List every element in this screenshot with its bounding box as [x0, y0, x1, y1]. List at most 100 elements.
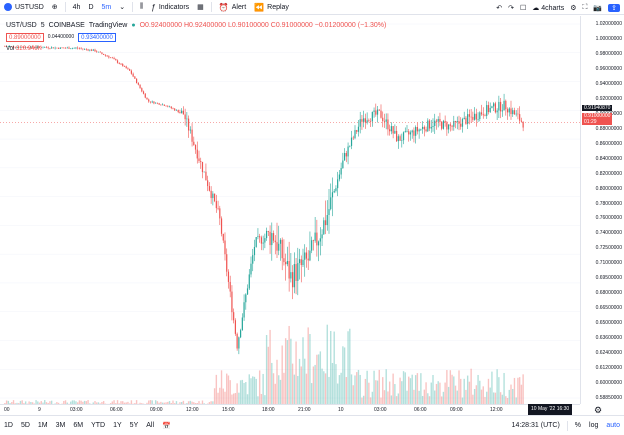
volume-bar — [255, 378, 257, 404]
clock[interactable]: 14:28:31 (UTC) — [511, 422, 560, 429]
range-button-1m[interactable]: 1M — [37, 422, 48, 429]
chart-settings-icon[interactable]: ⚙ — [594, 405, 603, 415]
compare-button[interactable]: ⊕ — [48, 0, 62, 15]
volume-bar — [115, 403, 117, 404]
candle-body — [26, 46, 29, 48]
layout-name[interactable]: ☁ 4charts — [532, 4, 564, 12]
volume-bar — [49, 401, 51, 404]
log-toggle[interactable]: log — [589, 422, 599, 429]
candle-body — [383, 121, 386, 122]
candle-body — [89, 49, 91, 51]
candle-body — [522, 121, 524, 128]
candle-body — [382, 117, 384, 122]
time-axis[interactable]: 00 9 03:00 06:00 09:00 12:00 15:00 18:00 21:00 10… — [0, 404, 580, 415]
candle-body — [451, 125, 453, 127]
candle-body — [517, 113, 519, 115]
candle-body — [21, 46, 23, 48]
volume-bar — [158, 402, 160, 404]
buy-price-button[interactable]: 0.93400000 — [78, 32, 116, 42]
candle-body — [357, 126, 360, 132]
range-button-all[interactable]: All — [146, 422, 155, 429]
volume-bar — [373, 370, 375, 404]
range-button-5y[interactable]: 5Y — [129, 422, 139, 429]
price-tick-label: 0.92000000 — [595, 95, 622, 102]
sell-price-button[interactable]: 0.89000000 — [6, 32, 44, 42]
candle-body — [288, 260, 290, 279]
volume-bar — [369, 397, 372, 404]
chart-type-button[interactable]: ⫼ — [136, 0, 147, 15]
volume-bar — [75, 401, 77, 404]
goto-date-icon[interactable]: 📅 — [162, 422, 171, 430]
alert-button[interactable]: ⏰ Alert — [215, 0, 250, 15]
range-button-3m[interactable]: 3M — [55, 422, 66, 429]
candle-body — [499, 101, 502, 112]
candle-body — [260, 237, 263, 244]
volume-bar — [335, 364, 337, 404]
volume-bar — [125, 402, 127, 404]
candle-body — [312, 240, 315, 241]
price-axis[interactable]: 1.02000000 1.00000000 0.98000000 0.96000000… — [580, 16, 624, 404]
indicators-button[interactable]: ƒ Indicators — [147, 0, 193, 15]
volume-bar — [279, 379, 282, 404]
close-price-tag: 0.91000000 01:29 — [582, 113, 613, 125]
fullscreen-icon[interactable]: ⛶ — [582, 3, 588, 11]
volume-bar — [340, 372, 342, 404]
auto-toggle[interactable]: auto — [606, 422, 620, 429]
volume-bar — [89, 403, 91, 404]
volume-bar — [387, 391, 389, 404]
interval-dropdown[interactable]: ⌄ — [115, 0, 129, 15]
volume-bar — [361, 397, 363, 404]
interval-d[interactable]: D — [88, 3, 94, 11]
candle-body — [505, 100, 507, 110]
settings-icon[interactable]: ⚙ — [570, 4, 577, 12]
volume-bar — [122, 401, 124, 404]
volume-bar — [7, 400, 10, 404]
range-button-1y[interactable]: 1Y — [113, 422, 122, 429]
redo-icon[interactable]: ↷ — [508, 4, 515, 12]
candle-body — [54, 47, 56, 49]
replay-button[interactable]: ⏪ Replay — [250, 0, 293, 15]
volume-bar — [149, 400, 152, 404]
candle-body — [484, 115, 486, 116]
candle-body — [309, 250, 311, 261]
layout-icon[interactable]: ☐ — [520, 4, 527, 12]
candle-body — [265, 230, 268, 239]
range-button-1d[interactable]: 1D — [4, 422, 13, 429]
volume-bar — [16, 402, 18, 404]
volume-bar — [453, 376, 455, 404]
candle-body — [47, 47, 49, 49]
camera-icon[interactable]: 📷 — [593, 4, 603, 12]
candle-body — [38, 46, 41, 48]
volume-bar — [191, 401, 193, 404]
interval-4h[interactable]: 4h — [72, 3, 81, 11]
range-button-6m[interactable]: 6M — [73, 422, 84, 429]
candle-body — [416, 127, 419, 132]
volume-bar — [385, 369, 387, 404]
undo-icon[interactable]: ↶ — [496, 4, 503, 12]
volume-bar — [28, 401, 30, 404]
candle-body — [189, 129, 191, 131]
divider — [132, 2, 134, 12]
volume-bar — [80, 400, 82, 404]
candle-body — [361, 119, 363, 122]
candle-body — [326, 215, 328, 226]
templates-button[interactable]: ▦ — [193, 0, 208, 15]
chart-pane[interactable] — [0, 16, 580, 404]
candle-body — [160, 104, 162, 106]
candle-body — [269, 231, 271, 246]
candle-body — [368, 120, 370, 122]
volume-bar — [120, 401, 122, 404]
interval-5m[interactable]: 5m — [101, 3, 112, 11]
legend-pair: UST/USD — [6, 21, 37, 29]
price-chart[interactable] — [0, 16, 580, 404]
range-button-ytd[interactable]: YTD — [91, 422, 106, 429]
volume-bar — [397, 393, 400, 404]
symbol-search[interactable]: USTUSD — [0, 0, 48, 15]
candle-body — [233, 312, 235, 321]
percent-toggle[interactable]: % — [574, 422, 582, 429]
range-button-5d[interactable]: 5D — [20, 422, 30, 429]
volume-bar — [300, 366, 302, 404]
candle-body — [104, 54, 107, 56]
publish-icon[interactable]: ⇪ — [608, 3, 620, 12]
candle-body — [231, 291, 233, 313]
